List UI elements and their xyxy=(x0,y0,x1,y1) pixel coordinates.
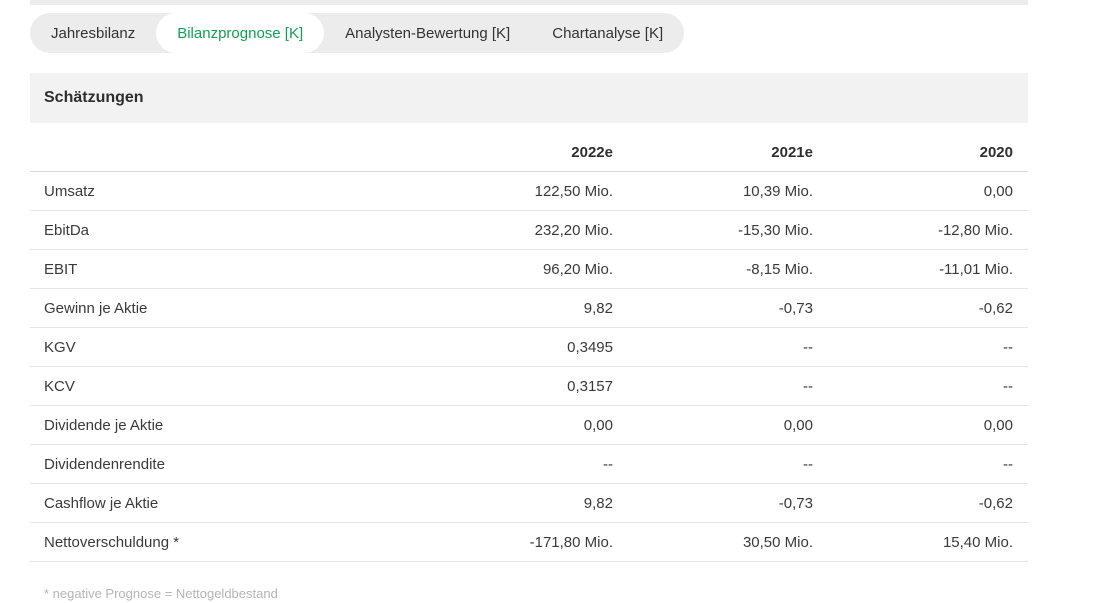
table-header: 2022e 2021e 2020 xyxy=(30,133,1028,172)
row-value: 9,82 xyxy=(583,494,613,512)
row-label: Dividende je Aktie xyxy=(44,416,164,434)
row-value: -12,80 Mio. xyxy=(937,221,1013,239)
footnote: * negative Prognose = Nettogeldbestand xyxy=(44,586,278,601)
tab-analysten-bewertung-k[interactable]: Analysten-Bewertung [K] xyxy=(345,24,511,42)
row-value: -15,30 Mio. xyxy=(737,221,813,239)
row-value: 232,20 Mio. xyxy=(534,221,613,239)
section-header: Schätzungen xyxy=(30,73,1028,123)
row-value: -0,62 xyxy=(978,299,1013,317)
row-value: -- xyxy=(1003,338,1013,356)
table-row: Umsatz 122,50 Mio. 10,39 Mio. 0,00 xyxy=(30,172,1028,211)
row-value: 0,00 xyxy=(983,416,1013,434)
row-label: Cashflow je Aktie xyxy=(44,494,159,512)
row-value: 0,3495 xyxy=(567,338,613,356)
tab-chartanalyse-k[interactable]: Chartanalyse [K] xyxy=(552,24,664,42)
row-label: Umsatz xyxy=(44,182,95,200)
row-label: Nettoverschuldung * xyxy=(44,533,180,551)
row-value: 10,39 Mio. xyxy=(742,182,813,200)
tab-bar: Jahresbilanz Bilanzprognose [K] Analysten-… xyxy=(30,13,685,53)
row-label: KGV xyxy=(44,338,76,356)
row-value: 122,50 Mio. xyxy=(534,182,613,200)
row-value: -- xyxy=(803,338,813,356)
row-label: EBIT xyxy=(44,260,78,278)
column-header-2021e: 2021e xyxy=(771,143,813,161)
table-row: EbitDa 232,20 Mio. -15,30 Mio. -12,80 Mio. xyxy=(30,211,1028,250)
table-row: Dividende je Aktie 0,00 0,00 0,00 xyxy=(30,406,1028,445)
row-value: 9,82 xyxy=(583,299,613,317)
tab-jahresbilanz[interactable]: Jahresbilanz xyxy=(51,24,136,42)
row-value: -0,62 xyxy=(978,494,1013,512)
row-value: -0,73 xyxy=(778,299,813,317)
column-header-2022e: 2022e xyxy=(571,143,613,161)
row-value: -- xyxy=(803,455,813,473)
column-header-2020: 2020 xyxy=(979,143,1013,161)
row-value: 0,00 xyxy=(983,182,1013,200)
row-value: 15,40 Mio. xyxy=(942,533,1013,551)
row-value: 0,00 xyxy=(783,416,813,434)
row-value: -- xyxy=(803,377,813,395)
row-value: 30,50 Mio. xyxy=(742,533,813,551)
row-value: -171,80 Mio. xyxy=(529,533,613,551)
row-label: Dividendenrendite xyxy=(44,455,165,473)
table-body: Umsatz 122,50 Mio. 10,39 Mio. 0,00 EbitDa 232… xyxy=(30,172,1028,562)
table-row: Cashflow je Aktie 9,82 -0,73 -0,62 xyxy=(30,484,1028,523)
row-value: 96,20 Mio. xyxy=(542,260,613,278)
row-label: EbitDa xyxy=(44,221,90,239)
estimates-table: 2022e 2021e 2020 Umsatz 122,50 Mio. 10,39 … xyxy=(30,133,1028,562)
top-divider-strip xyxy=(30,0,1028,5)
table-row: Nettoverschuldung * -171,80 Mio. 30,50 Mio… xyxy=(30,523,1028,562)
row-value: -8,15 Mio. xyxy=(746,260,813,278)
row-value: -11,01 Mio. xyxy=(939,260,1013,278)
table-row: EBIT 96,20 Mio. -8,15 Mio. -11,01 Mio. xyxy=(30,250,1028,289)
row-value: 0,3157 xyxy=(567,377,613,395)
page-title: Schätzungen xyxy=(44,89,144,106)
table-row: KCV 0,3157 -- -- xyxy=(30,367,1028,406)
table-row: KGV 0,3495 -- -- xyxy=(30,328,1028,367)
row-value: -- xyxy=(603,455,613,473)
row-label: Gewinn je Aktie xyxy=(44,299,148,317)
row-label: KCV xyxy=(44,377,75,395)
table-row: Dividendenrendite -- -- -- xyxy=(30,445,1028,484)
row-value: -0,73 xyxy=(778,494,813,512)
tab-bilanzprognose-k[interactable]: Bilanzprognose [K] xyxy=(156,13,325,53)
row-value: -- xyxy=(1003,377,1013,395)
row-value: 0,00 xyxy=(583,416,613,434)
row-value: -- xyxy=(1003,455,1013,473)
table-row: Gewinn je Aktie 9,82 -0,73 -0,62 xyxy=(30,289,1028,328)
